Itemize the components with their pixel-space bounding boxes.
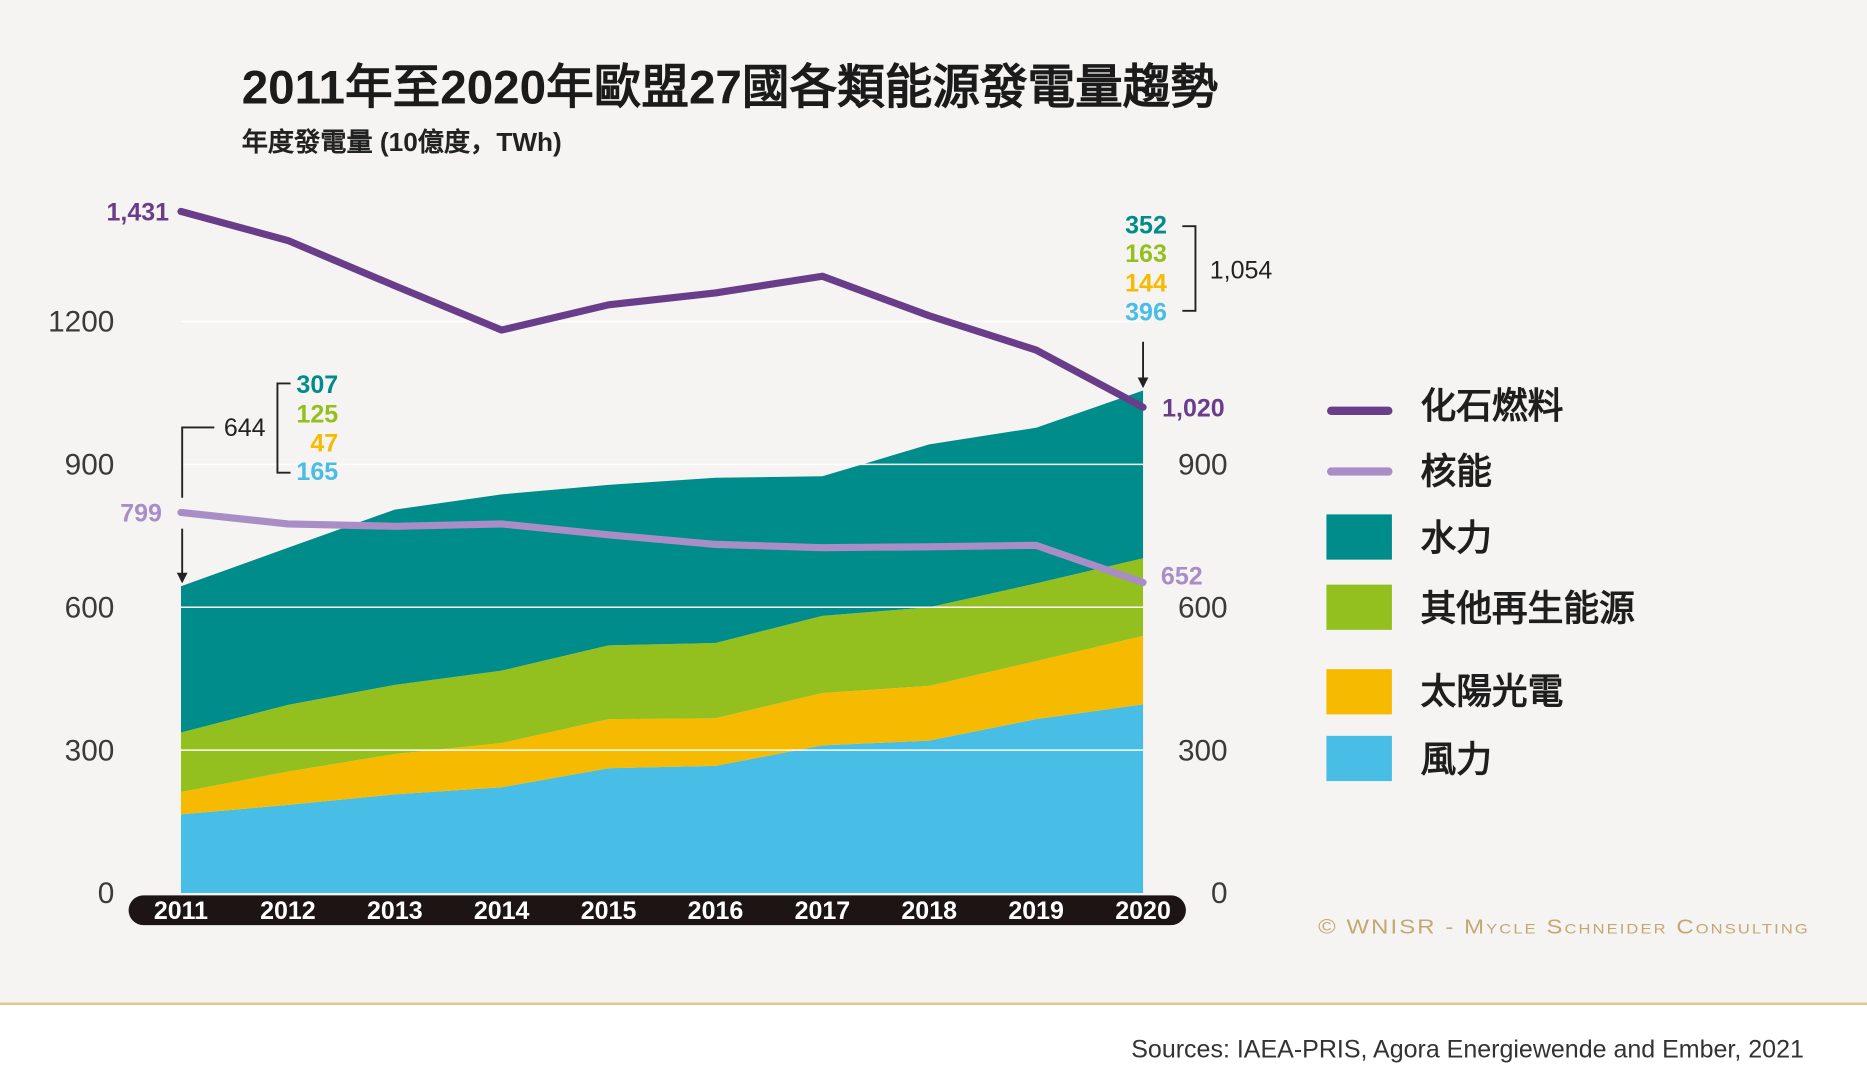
x-tick-label: 2020 bbox=[1115, 897, 1171, 925]
stacked-areas bbox=[180, 390, 1144, 894]
renewables-total-2011-connector bbox=[181, 426, 215, 498]
annotations-2011: 1,431 799 644 307 125 47 165 bbox=[107, 198, 338, 584]
solar-2020-label: 144 bbox=[1125, 270, 1167, 298]
hydro-2011-label: 307 bbox=[296, 371, 338, 399]
legend-item-wind: 風力 bbox=[1326, 735, 1492, 782]
legend-swatch-wind bbox=[1326, 735, 1392, 782]
x-axis-ticks: 2011 2012 2013 2014 2015 2016 2017 2018 2019 2020 bbox=[154, 897, 1171, 925]
legend-label-wind: 風力 bbox=[1420, 740, 1491, 780]
legend-label-other-renewables: 其他再生能源 bbox=[1420, 588, 1635, 628]
fossil-2011-label: 1,431 bbox=[107, 198, 170, 226]
legend-item-hydro: 水力 bbox=[1326, 514, 1492, 560]
x-tick-label: 2016 bbox=[688, 897, 744, 925]
legend-label-hydro: 水力 bbox=[1420, 518, 1491, 558]
legend-swatch-other-renewables bbox=[1326, 584, 1392, 630]
y-tick-left-label: 600 bbox=[65, 591, 115, 624]
gridlines bbox=[180, 320, 1144, 751]
x-tick-label: 2017 bbox=[795, 897, 851, 925]
footer-background bbox=[0, 1003, 1867, 1089]
other-renewables-2011-label: 125 bbox=[296, 401, 338, 429]
line-fossil-fuels bbox=[177, 207, 1147, 411]
series-lines bbox=[177, 207, 1147, 587]
chart-subtitle: 年度發電量 (10億度，TWh) bbox=[242, 127, 562, 157]
y-tick-left-label: 1200 bbox=[48, 306, 114, 339]
renewables-total-2011-arrowhead bbox=[176, 572, 188, 584]
x-tick-label: 2011 bbox=[154, 897, 208, 925]
x-axis-bar bbox=[128, 895, 1186, 926]
area-other-renewables bbox=[180, 558, 1144, 793]
legend: 化石燃料 核能 水力 其他再生能源 太陽光電 風力 bbox=[1326, 386, 1635, 782]
x-tick-label: 2014 bbox=[474, 897, 530, 925]
x-tick-label: 2019 bbox=[1008, 897, 1064, 925]
copyright-notice: © WNISR - Mycle Schneider Consulting bbox=[1318, 916, 1810, 938]
y-tick-right-label: 600 bbox=[1178, 591, 1228, 624]
renewables-total-2011-label: 644 bbox=[224, 414, 266, 442]
y-tick-left-label: 0 bbox=[98, 877, 115, 910]
legend-label-solar: 太陽光電 bbox=[1420, 672, 1563, 712]
breakdown-2020-bracket bbox=[1182, 225, 1197, 312]
legend-item-nuclear: 核能 bbox=[1327, 451, 1492, 491]
hydro-2020-label: 352 bbox=[1125, 211, 1167, 239]
y-tick-right-label: 900 bbox=[1178, 448, 1228, 481]
y-tick-left-label: 300 bbox=[65, 734, 115, 767]
source-note: Sources: IAEA-PRIS, Agora Energiewende a… bbox=[1131, 1035, 1804, 1063]
legend-item-other-renewables: 其他再生能源 bbox=[1326, 584, 1635, 630]
renewables-total-2020-label: 1,054 bbox=[1210, 257, 1273, 285]
legend-swatch-solar bbox=[1326, 669, 1392, 715]
breakdown-2011-bracket bbox=[276, 382, 291, 474]
annotations-2020: 352 163 144 396 1,054 1,020 652 bbox=[1125, 211, 1272, 590]
solar-2011-label: 47 bbox=[310, 429, 338, 457]
nuclear-2011-label: 799 bbox=[120, 500, 162, 528]
legend-label-nuclear: 核能 bbox=[1420, 451, 1491, 491]
x-tick-label: 2015 bbox=[581, 897, 637, 925]
wind-2011-label: 165 bbox=[296, 458, 338, 486]
other-renewables-2020-label: 163 bbox=[1125, 240, 1167, 268]
nuclear-2020-label: 652 bbox=[1161, 563, 1203, 591]
line-nuclear bbox=[177, 508, 1147, 587]
x-tick-label: 2012 bbox=[260, 897, 316, 925]
fossil-2020-label: 1,020 bbox=[1162, 395, 1225, 423]
y-axis-right-ticks: 0 300 600 900 bbox=[1178, 448, 1228, 910]
area-solar bbox=[180, 635, 1144, 815]
renewables-total-2020-arrowhead bbox=[1137, 377, 1149, 389]
y-axis-left-ticks: 0 300 600 900 1200 bbox=[48, 306, 114, 911]
legend-swatch-hydro bbox=[1326, 514, 1392, 560]
legend-item-solar: 太陽光電 bbox=[1326, 669, 1563, 715]
chart-title: 2011年至2020年歐盟27國各類能源發電量趨勢 bbox=[242, 62, 1219, 115]
wind-2020-label: 396 bbox=[1125, 298, 1167, 326]
area-wind bbox=[180, 704, 1144, 894]
legend-label-fossil-fuels: 化石燃料 bbox=[1420, 386, 1563, 426]
legend-item-fossil-fuels: 化石燃料 bbox=[1327, 386, 1564, 426]
area-hydro bbox=[180, 390, 1144, 733]
y-tick-left-label: 900 bbox=[65, 448, 115, 481]
x-tick-label: 2013 bbox=[367, 897, 423, 925]
x-tick-label: 2018 bbox=[901, 897, 957, 925]
y-tick-right-label: 300 bbox=[1178, 734, 1228, 767]
y-tick-right-label: 0 bbox=[1211, 877, 1228, 910]
